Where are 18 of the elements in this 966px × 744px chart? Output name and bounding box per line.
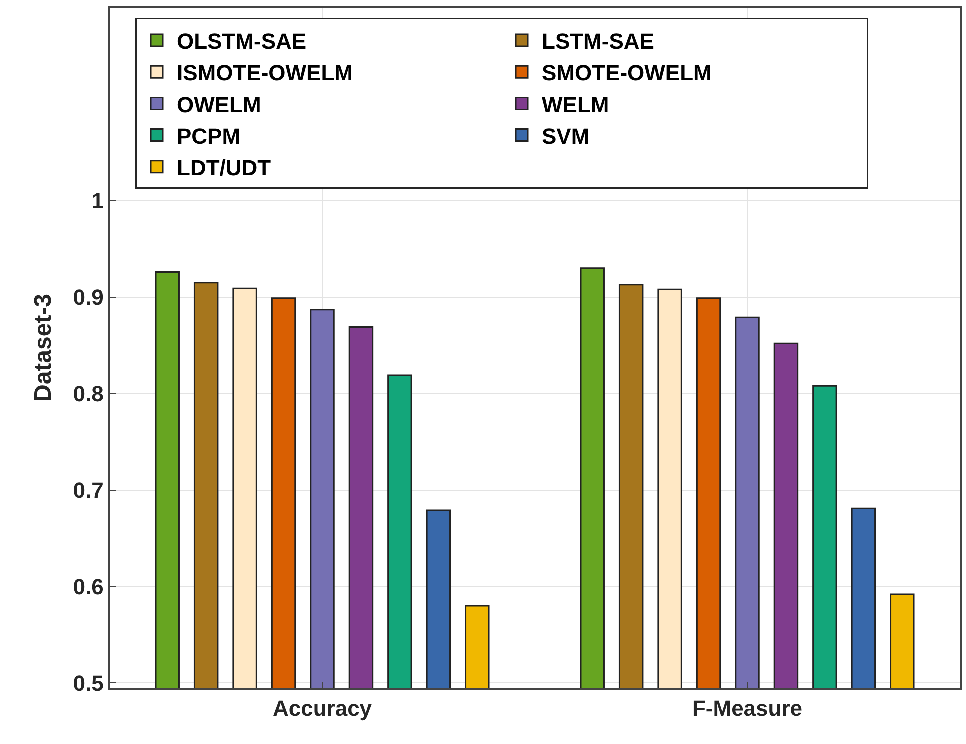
legend-label: LSTM-SAE [542, 29, 654, 54]
legend-label: ISMOTE-OWELM [177, 60, 353, 86]
x-tick-label: F-Measure [692, 696, 803, 722]
legend-label: LDT/UDT [177, 155, 272, 180]
y-tick-label: 0.5 [73, 670, 104, 696]
legend-label: OLSTM-SAE [177, 29, 307, 54]
legend-label: PCPM [177, 124, 241, 149]
legend-label: WELM [542, 92, 610, 118]
legend-label: SVM [542, 124, 590, 149]
y-tick-label: 0.6 [73, 574, 104, 600]
y-tick-label: 1 [92, 188, 104, 214]
x-tick-label: Accuracy [272, 696, 373, 722]
legend-label: SMOTE-OWELM [542, 60, 712, 86]
legend-label: OWELM [177, 92, 262, 118]
y-tick-label: 0.7 [73, 478, 104, 503]
y-tick-label: 0.9 [73, 285, 104, 310]
y-tick-label: 0.8 [73, 382, 104, 407]
y-axis-title: Dataset-3 [30, 294, 57, 402]
